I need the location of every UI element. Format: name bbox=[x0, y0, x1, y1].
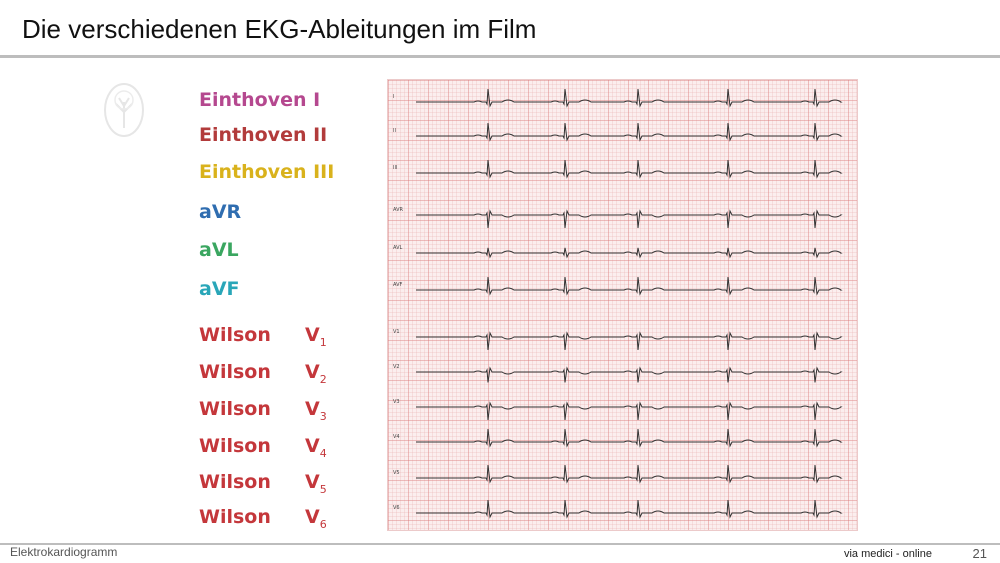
ecg-trace-avr bbox=[416, 209, 843, 229]
ecg-trace-i bbox=[416, 88, 843, 108]
ecg-trace-ii bbox=[416, 122, 843, 142]
footer-source: via medici - online bbox=[843, 548, 932, 560]
lead-label-einthoven-2: Einthoven II bbox=[199, 124, 328, 146]
wilson-label-v2: Wilson bbox=[199, 361, 271, 383]
ecg-trace-v1 bbox=[416, 331, 843, 351]
ecg-trace-v4 bbox=[416, 428, 843, 448]
ecg-lead-label: AVL bbox=[393, 245, 403, 251]
title-divider bbox=[0, 55, 1000, 58]
lead-label-avl: aVL bbox=[199, 239, 239, 261]
ecg-trace-v2 bbox=[416, 366, 843, 383]
ecg-lead-label: V1 bbox=[393, 329, 400, 335]
wilson-v5-lead: V5 bbox=[305, 471, 327, 496]
lead-label-avf: aVF bbox=[199, 278, 240, 300]
ecg-trace-iii bbox=[416, 159, 843, 179]
ecg-lead-label: AVF bbox=[393, 282, 403, 288]
lead-label-einthoven-1: Einthoven I bbox=[199, 89, 321, 111]
tree-logo-icon bbox=[104, 83, 144, 137]
wilson-label-v3: Wilson bbox=[199, 398, 271, 420]
ecg-lead-label: II bbox=[393, 128, 396, 134]
ecg-strip: I II III AVR AVL AVF V1 V2 V3 V4 V5 V6 bbox=[387, 79, 858, 531]
ecg-lead-label: V4 bbox=[393, 434, 400, 440]
page-number: 21 bbox=[972, 546, 987, 561]
ecg-trace-avl bbox=[416, 247, 843, 259]
wilson-v2-lead: V2 bbox=[305, 361, 327, 386]
page-title: Die verschiedenen EKG-Ableitungen im Fil… bbox=[22, 14, 537, 44]
footer-topic: Elektrokardiogramm bbox=[10, 545, 118, 559]
ecg-trace-avf bbox=[416, 276, 843, 296]
footer-divider bbox=[0, 543, 1000, 545]
ecg-trace-v6 bbox=[416, 499, 843, 519]
ecg-lead-label: AVR bbox=[393, 207, 404, 213]
ecg-lead-label: V5 bbox=[393, 470, 400, 476]
ecg-lead-label: V6 bbox=[393, 505, 400, 511]
ecg-lead-label: V2 bbox=[393, 364, 400, 370]
lead-label-avr: aVR bbox=[199, 201, 242, 223]
ecg-trace-v5 bbox=[416, 464, 843, 484]
wilson-label-v4: Wilson bbox=[199, 435, 271, 457]
wilson-v4-lead: V4 bbox=[305, 435, 327, 460]
wilson-label-v5: Wilson bbox=[199, 471, 271, 493]
ecg-trace-v3 bbox=[416, 401, 843, 421]
ecg-lead-label: I bbox=[393, 94, 394, 100]
wilson-v1-lead: V1 bbox=[305, 324, 327, 349]
wilson-label-v1: Wilson bbox=[199, 324, 271, 346]
wilson-v3-lead: V3 bbox=[305, 398, 327, 423]
ecg-lead-label: V3 bbox=[393, 399, 400, 405]
ecg-lead-label: III bbox=[393, 165, 397, 171]
wilson-v6-lead: V6 bbox=[305, 506, 327, 531]
lead-label-einthoven-3: Einthoven III bbox=[199, 161, 335, 183]
wilson-label-v6: Wilson bbox=[199, 506, 271, 528]
